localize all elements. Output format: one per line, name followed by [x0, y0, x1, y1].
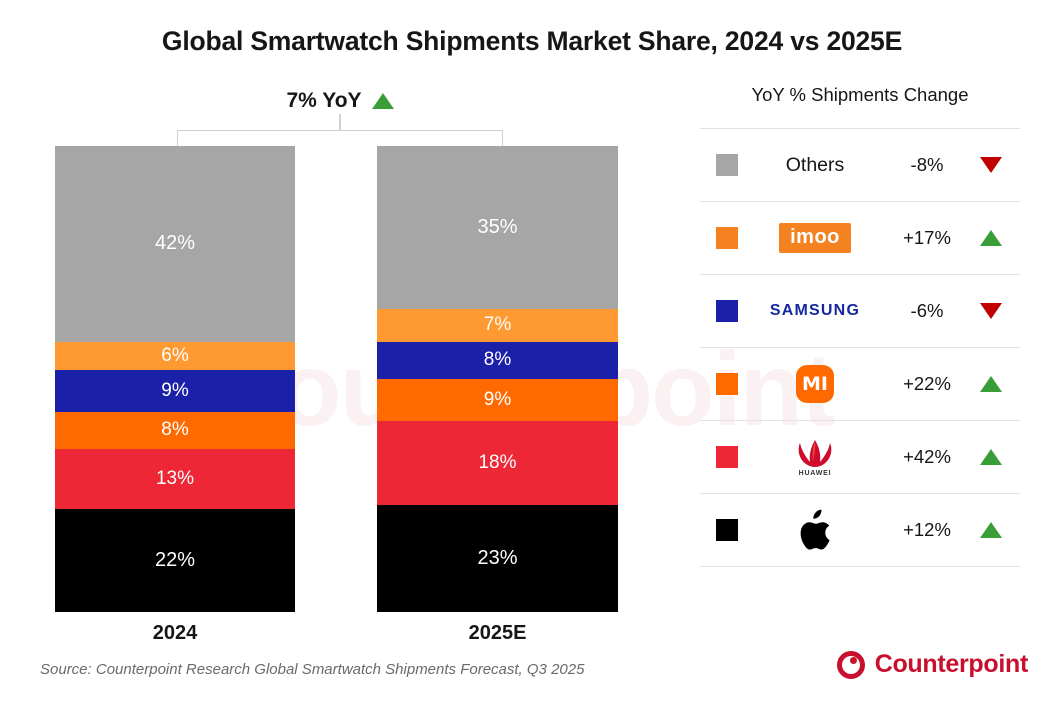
yoy-bracket-stem — [339, 114, 341, 131]
legend-yoy-percent: -8% — [910, 154, 944, 175]
x-axis-label-2024: 2024 — [152, 622, 198, 644]
counterpoint-logo: Counterpoint — [836, 650, 1029, 679]
triangle-up-icon — [980, 522, 1002, 538]
legend-row-huawei[interactable]: HUAWEI +42% — [700, 420, 1020, 493]
legend-rows: Others -8% imoo +17% SAMSUNG -6% MI +22% HUAWEI +… — [700, 128, 1020, 567]
samsung-logo: SAMSUNG — [769, 302, 861, 319]
bar-segment-apple: 22% — [55, 509, 295, 612]
legend-yoy-percent: -6% — [910, 300, 944, 321]
legend-trend-arrow — [962, 157, 1020, 173]
legend-trend-arrow — [962, 376, 1020, 392]
legend-brand-samsung: SAMSUNG — [738, 275, 892, 347]
x-axis-label-2025E: 2025E — [468, 622, 527, 644]
bar-segment-label: 23% — [477, 546, 518, 569]
bar-segment-label: 7% — [483, 314, 512, 336]
triangle-down-icon — [980, 303, 1002, 319]
bar-segment-label: 35% — [477, 216, 518, 239]
bar-segment-apple: 23% — [377, 504, 618, 612]
source-note: Source: Counterpoint Research Global Sma… — [40, 661, 585, 678]
legend-swatch-apple — [716, 519, 738, 541]
legend-panel: YoY % Shipments Change Others -8% imoo +17%… — [700, 84, 1020, 567]
bar-segment-xiaomi: 9% — [377, 379, 618, 421]
xiaomi-mi-logo: MI — [796, 365, 834, 403]
triangle-down-icon — [980, 157, 1002, 173]
legend-yoy-percent: +17% — [903, 227, 951, 248]
legend-row-xiaomi[interactable]: MI +22% — [700, 347, 1020, 420]
legend-brand-xiaomi: MI — [738, 348, 892, 420]
bar-segment-label: 9% — [161, 379, 189, 401]
apple-icon — [800, 509, 830, 550]
legend-yoy-percent: +22% — [903, 373, 951, 394]
legend-swatch-others — [716, 154, 738, 176]
triangle-up-icon — [980, 376, 1002, 392]
legend-swatch-xiaomi — [716, 373, 738, 395]
bar-segment-samsung: 9% — [55, 369, 295, 412]
counterpoint-logo-text: Counterpoint — [874, 650, 1029, 678]
huawei-flower-icon — [798, 439, 832, 467]
legend-row-imoo[interactable]: imoo +17% — [700, 201, 1020, 274]
bar-segment-xiaomi: 8% — [55, 411, 295, 449]
bar-segment-huawei: 18% — [377, 420, 618, 505]
total-yoy-label: 7% YoY — [286, 89, 362, 112]
imoo-logo: imoo — [778, 222, 852, 254]
stacked-bar-2025E: 35% 7% 8% 9% 18% 23% — [377, 146, 618, 612]
bar-segment-samsung: 8% — [377, 341, 618, 379]
legend-brand-label: Others — [785, 153, 845, 176]
page-title: Global Smartwatch Shipments Market Share… — [161, 26, 903, 56]
legend-row-others[interactable]: Others -8% — [700, 128, 1020, 201]
bar-segment-huawei: 13% — [55, 448, 295, 510]
bar-segment-others: 42% — [55, 146, 295, 342]
legend-brand-apple — [738, 494, 892, 566]
bar-segment-label: 18% — [478, 451, 517, 473]
bar-segment-label: 8% — [483, 349, 512, 371]
legend-yoy-percent: +42% — [903, 446, 951, 467]
legend-yoy-percent: +12% — [903, 519, 951, 540]
legend-swatch-imoo — [716, 227, 738, 249]
apple-logo — [797, 509, 833, 551]
huawei-logo: HUAWEI — [792, 438, 838, 477]
legend-trend-arrow — [962, 303, 1020, 319]
legend-row-samsung[interactable]: SAMSUNG -6% — [700, 274, 1020, 347]
counterpoint-logo-mark-icon — [836, 650, 865, 679]
legend-trend-arrow — [962, 230, 1020, 246]
legend-brand-others: Others — [738, 129, 892, 201]
legend-trend-arrow — [962, 449, 1020, 465]
legend-row-apple[interactable]: +12% — [700, 493, 1020, 567]
bar-segment-label: 42% — [154, 232, 196, 255]
triangle-up-icon — [371, 93, 394, 109]
total-yoy-callout: 7% YoY — [177, 86, 503, 116]
bar-segment-label: 13% — [155, 468, 195, 490]
triangle-up-icon — [980, 449, 1002, 465]
yoy-bracket — [177, 130, 503, 146]
legend-title: YoY % Shipments Change — [751, 84, 969, 105]
bar-segment-others: 35% — [377, 146, 618, 310]
bar-segment-label: 8% — [161, 419, 189, 441]
legend-brand-huawei: HUAWEI — [738, 421, 892, 493]
bar-segment-label: 22% — [154, 549, 196, 572]
stacked-bar-2024: 42% 6% 9% 8% 13% 22% — [55, 146, 295, 612]
bar-segment-label: 6% — [161, 344, 189, 366]
bar-segment-imoo: 7% — [377, 309, 618, 342]
legend-swatch-samsung — [716, 300, 738, 322]
huawei-wordmark: HUAWEI — [798, 469, 832, 477]
bar-segment-label: 9% — [483, 388, 512, 410]
triangle-up-icon — [980, 230, 1002, 246]
legend-brand-imoo: imoo — [738, 202, 892, 274]
legend-swatch-huawei — [716, 446, 738, 468]
bar-segment-imoo: 6% — [55, 341, 295, 370]
legend-trend-arrow — [962, 522, 1020, 538]
